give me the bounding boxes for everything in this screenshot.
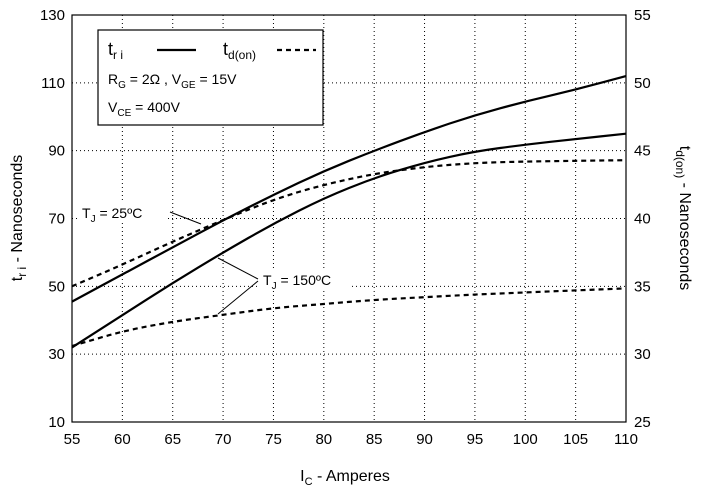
legend-tri-label: tr i bbox=[108, 39, 123, 62]
x-tick-label: 75 bbox=[265, 431, 282, 448]
y-right-tick-labels: 25 30 35 40 45 50 55 bbox=[634, 7, 651, 431]
legend: tr i td(on) RG = 2Ω , VGE = 15V VCE = 40… bbox=[97, 29, 324, 126]
series-line-3 bbox=[71, 159, 627, 288]
y-right-tick-label: 30 bbox=[634, 346, 651, 363]
y-right-tick-label: 40 bbox=[634, 211, 651, 228]
annotation-tj25: TJ = 25ºC bbox=[80, 203, 202, 225]
series-group bbox=[71, 75, 627, 349]
y-right-axis-label: td(on) - Nanoseconds bbox=[673, 146, 693, 291]
y-left-tick-labels: 10 30 50 70 90 110 130 bbox=[40, 7, 65, 431]
y-right-tick-label: 50 bbox=[634, 75, 651, 92]
y-left-tick-label: 30 bbox=[48, 346, 65, 363]
x-tick-label: 55 bbox=[64, 431, 81, 448]
legend-condition-1: RG = 2Ω , VGE = 15V bbox=[108, 71, 237, 91]
x-tick-label: 90 bbox=[416, 431, 433, 448]
legend-box bbox=[97, 29, 324, 126]
x-tick-label: 70 bbox=[215, 431, 232, 448]
x-tick-label: 110 bbox=[614, 431, 638, 448]
series-line-2 bbox=[71, 132, 627, 349]
annotation-tj25-bg bbox=[80, 203, 166, 223]
annotation-tj150-leader-lower bbox=[217, 280, 259, 315]
y-right-tick-label: 55 bbox=[634, 7, 651, 24]
annotation-tj150: TJ = 150ºC bbox=[217, 257, 352, 315]
annotation-tj25-leader bbox=[169, 211, 202, 225]
x-tick-label: 65 bbox=[164, 431, 181, 448]
x-tick-label: 95 bbox=[467, 431, 484, 448]
y-left-axis-label: tr i - Nanoseconds bbox=[9, 155, 29, 282]
y-left-tick-label: 90 bbox=[48, 143, 65, 160]
x-tick-label: 85 bbox=[366, 431, 383, 448]
annotation-tj150-text: TJ = 150ºC bbox=[263, 272, 331, 292]
y-right-tick-label: 35 bbox=[634, 278, 651, 295]
y-right-tick-label: 25 bbox=[634, 414, 651, 431]
annotation-tj150-bg bbox=[260, 270, 352, 290]
x-tick-label: 60 bbox=[114, 431, 131, 448]
x-tick-label: 80 bbox=[315, 431, 332, 448]
x-tick-labels: 55 60 65 70 75 80 85 90 95 100 105 110 bbox=[64, 431, 638, 448]
legend-condition-2: VCE = 400V bbox=[108, 99, 181, 119]
y-left-tick-label: 130 bbox=[40, 7, 65, 24]
plot-frame bbox=[71, 14, 627, 423]
x-tick-label: 100 bbox=[513, 431, 538, 448]
series-line-1 bbox=[71, 75, 627, 303]
y-left-tick-label: 50 bbox=[48, 278, 65, 295]
y-left-tick-label: 10 bbox=[48, 414, 65, 431]
y-left-tick-label: 110 bbox=[41, 75, 65, 92]
y-left-tick-label: 70 bbox=[48, 211, 65, 228]
y-right-tick-label: 45 bbox=[634, 143, 651, 160]
series-line-4 bbox=[71, 287, 627, 348]
x-axis-label: IC - Amperes bbox=[300, 468, 390, 488]
x-tick-label: 105 bbox=[563, 431, 588, 448]
annotation-tj150-leader-upper bbox=[217, 257, 259, 280]
annotation-tj25-text: TJ = 25ºC bbox=[82, 205, 142, 225]
legend-td-label: td(on) bbox=[223, 39, 256, 62]
